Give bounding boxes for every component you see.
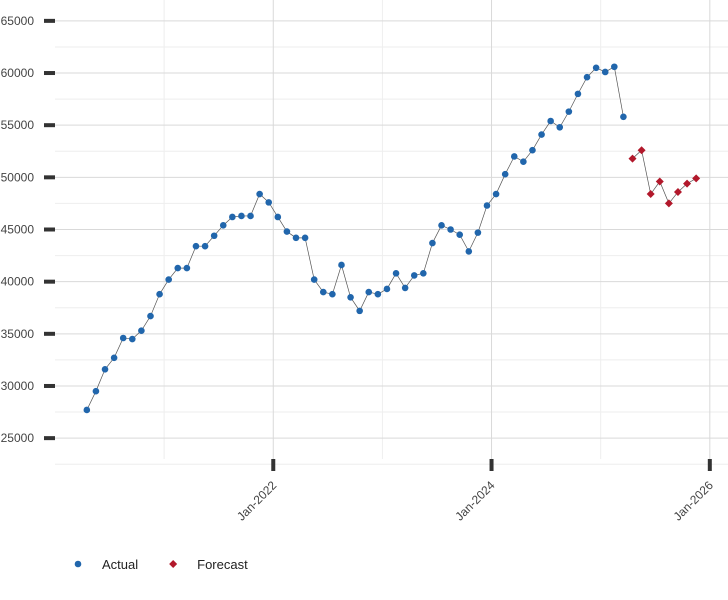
point: [110, 354, 118, 362]
point: [374, 290, 382, 298]
series-line: [86, 66, 624, 411]
point: [592, 64, 600, 72]
point: [465, 248, 473, 255]
point: [119, 334, 127, 342]
point: [611, 63, 618, 71]
y-tick-label: 40000: [1, 275, 35, 289]
point: [256, 190, 263, 198]
y-tick-label: 45000: [1, 223, 35, 237]
y-tick-label: 50000: [1, 170, 35, 184]
series-line: [632, 149, 697, 205]
point: [238, 212, 245, 220]
point: [310, 276, 318, 283]
point: [683, 179, 692, 188]
point: [574, 90, 582, 98]
point: [356, 307, 363, 315]
point: [383, 285, 391, 293]
y-tick-label: 25000: [1, 431, 35, 445]
point: [565, 108, 573, 115]
point: [692, 174, 701, 183]
y-tick-label: 55000: [1, 118, 35, 132]
point: [583, 73, 591, 81]
point: [410, 272, 418, 279]
point: [510, 153, 518, 160]
point: [319, 288, 327, 296]
y-tick-label: 65000: [1, 14, 35, 28]
x-tick-label: Jan-2026: [671, 478, 717, 524]
point: [628, 154, 637, 163]
point: [529, 146, 536, 154]
point: [201, 242, 209, 250]
point: [219, 222, 227, 229]
legend-marker: [74, 560, 82, 568]
point: [492, 190, 500, 198]
point: [456, 231, 464, 239]
point: [83, 406, 91, 414]
point: [283, 228, 291, 235]
point: [447, 226, 454, 233]
legend-label: Actual: [102, 557, 138, 572]
point: [673, 187, 682, 196]
point: [301, 234, 309, 242]
point: [637, 146, 646, 155]
point: [520, 158, 527, 165]
point: [292, 234, 300, 242]
point: [92, 387, 100, 395]
y-tick-label: 60000: [1, 66, 35, 80]
point: [338, 261, 345, 269]
point: [392, 270, 400, 277]
point: [192, 242, 200, 250]
point: [438, 222, 445, 229]
y-tick-label: 35000: [1, 327, 35, 341]
point: [247, 212, 254, 220]
x-tick-label: Jan-2024: [452, 478, 498, 524]
point: [229, 213, 236, 221]
point: [265, 199, 273, 206]
point: [210, 232, 218, 240]
point: [547, 117, 554, 125]
point: [101, 365, 109, 373]
point: [483, 202, 491, 209]
point: [274, 213, 282, 221]
point: [129, 335, 136, 343]
point: [664, 199, 673, 208]
point: [601, 68, 609, 76]
point: [365, 288, 373, 296]
point: [420, 270, 427, 277]
point: [501, 170, 509, 178]
point: [556, 123, 564, 131]
point: [147, 312, 154, 320]
legend-marker: [169, 560, 178, 568]
point: [429, 239, 436, 247]
point: [329, 290, 336, 298]
point: [165, 276, 172, 283]
point: [347, 294, 354, 301]
point: [474, 229, 482, 236]
point: [174, 264, 182, 272]
point: [620, 113, 627, 121]
point: [538, 131, 545, 138]
point: [646, 190, 655, 199]
legend-label: Forecast: [197, 557, 248, 572]
x-tick-label: Jan-2022: [234, 478, 280, 524]
point: [655, 177, 664, 186]
point: [183, 264, 191, 272]
point: [138, 327, 145, 334]
y-tick-label: 30000: [1, 379, 35, 393]
point: [156, 290, 163, 298]
point: [401, 284, 409, 292]
